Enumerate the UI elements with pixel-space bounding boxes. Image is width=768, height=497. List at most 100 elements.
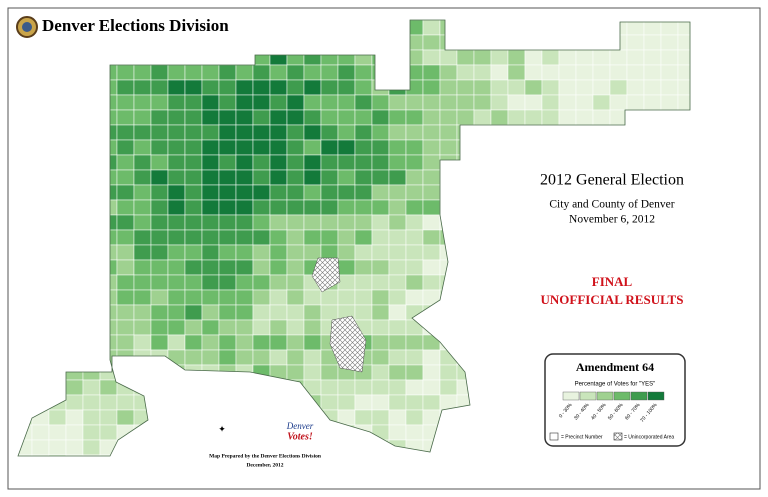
precinct [371, 334, 390, 351]
precinct [337, 379, 356, 396]
precinct [116, 109, 135, 126]
legend-swatch [579, 391, 597, 401]
precinct [133, 334, 152, 351]
precinct [422, 349, 441, 366]
precinct [150, 94, 169, 111]
precinct [660, 94, 679, 111]
precinct [167, 94, 186, 111]
precinct [116, 199, 135, 216]
precinct [388, 124, 407, 141]
precinct [422, 154, 441, 171]
precinct [303, 304, 322, 321]
logo-text: Denver [286, 421, 314, 431]
precinct [201, 274, 220, 291]
precinct [99, 409, 118, 426]
precinct [405, 109, 424, 126]
precinct [150, 124, 169, 141]
precinct [456, 79, 475, 96]
precinct [609, 109, 628, 126]
precinct [201, 304, 220, 321]
precinct [371, 124, 390, 141]
precinct [269, 244, 288, 261]
precinct [116, 334, 135, 351]
precinct [337, 394, 356, 411]
precinct [252, 319, 271, 336]
precinct [218, 304, 237, 321]
precinct [133, 139, 152, 156]
precinct [524, 49, 543, 66]
precinct [422, 409, 441, 426]
precinct [354, 394, 373, 411]
precinct [541, 94, 560, 111]
precinct [405, 124, 424, 141]
precinct [626, 64, 645, 81]
precinct [354, 64, 373, 81]
precinct [524, 79, 543, 96]
precinct [439, 94, 458, 111]
precinct [507, 79, 526, 96]
precinct [150, 214, 169, 231]
precinct [235, 259, 254, 276]
precinct [218, 94, 237, 111]
precinct [201, 289, 220, 306]
unincorporated-note: = Unincorporated Area [624, 434, 674, 440]
precinct [184, 79, 203, 96]
precinct [473, 49, 492, 66]
precinct [592, 79, 611, 96]
precinct [609, 94, 628, 111]
precinct [558, 94, 577, 111]
precinct [167, 139, 186, 156]
precinct [116, 79, 135, 96]
precinct [252, 229, 271, 246]
precinct [609, 79, 628, 96]
precinct [18, 454, 33, 456]
precinct [218, 154, 237, 171]
precinct [405, 139, 424, 156]
precinct [116, 94, 135, 111]
precinct [286, 109, 305, 126]
precinct [167, 319, 186, 336]
precinct [184, 214, 203, 231]
precinct [150, 334, 169, 351]
precinct [184, 139, 203, 156]
precinct [422, 124, 441, 141]
precinct [133, 274, 152, 291]
precinct [116, 259, 135, 276]
precinct [218, 79, 237, 96]
precinct [286, 364, 305, 381]
precinct [133, 214, 152, 231]
precinct [354, 289, 373, 306]
precinct [269, 229, 288, 246]
precinct [116, 409, 135, 426]
precinct [82, 454, 101, 456]
precinct [252, 304, 271, 321]
precinct [643, 94, 662, 111]
precinct [150, 199, 169, 216]
precinct [150, 244, 169, 261]
precinct [184, 259, 203, 276]
precinct [371, 229, 390, 246]
precinct [405, 184, 424, 201]
precinct [388, 304, 407, 321]
precinct [320, 379, 339, 396]
credit: Map Prepared by the Denver Elections Div… [209, 453, 321, 459]
precinct [337, 109, 356, 126]
precinct [371, 364, 390, 381]
precinct [116, 289, 135, 306]
precinct [201, 79, 220, 96]
precinct [490, 79, 509, 96]
precinct [422, 214, 441, 231]
precinct [371, 379, 390, 396]
precinct [388, 94, 407, 111]
precinct [371, 349, 390, 366]
precinct [456, 49, 475, 66]
precinct [592, 49, 611, 66]
precinct [133, 124, 152, 141]
precinct [252, 94, 271, 111]
precinct [252, 169, 271, 186]
precinct [660, 34, 679, 51]
precinct [167, 214, 186, 231]
precinct [303, 229, 322, 246]
precinct [337, 94, 356, 111]
